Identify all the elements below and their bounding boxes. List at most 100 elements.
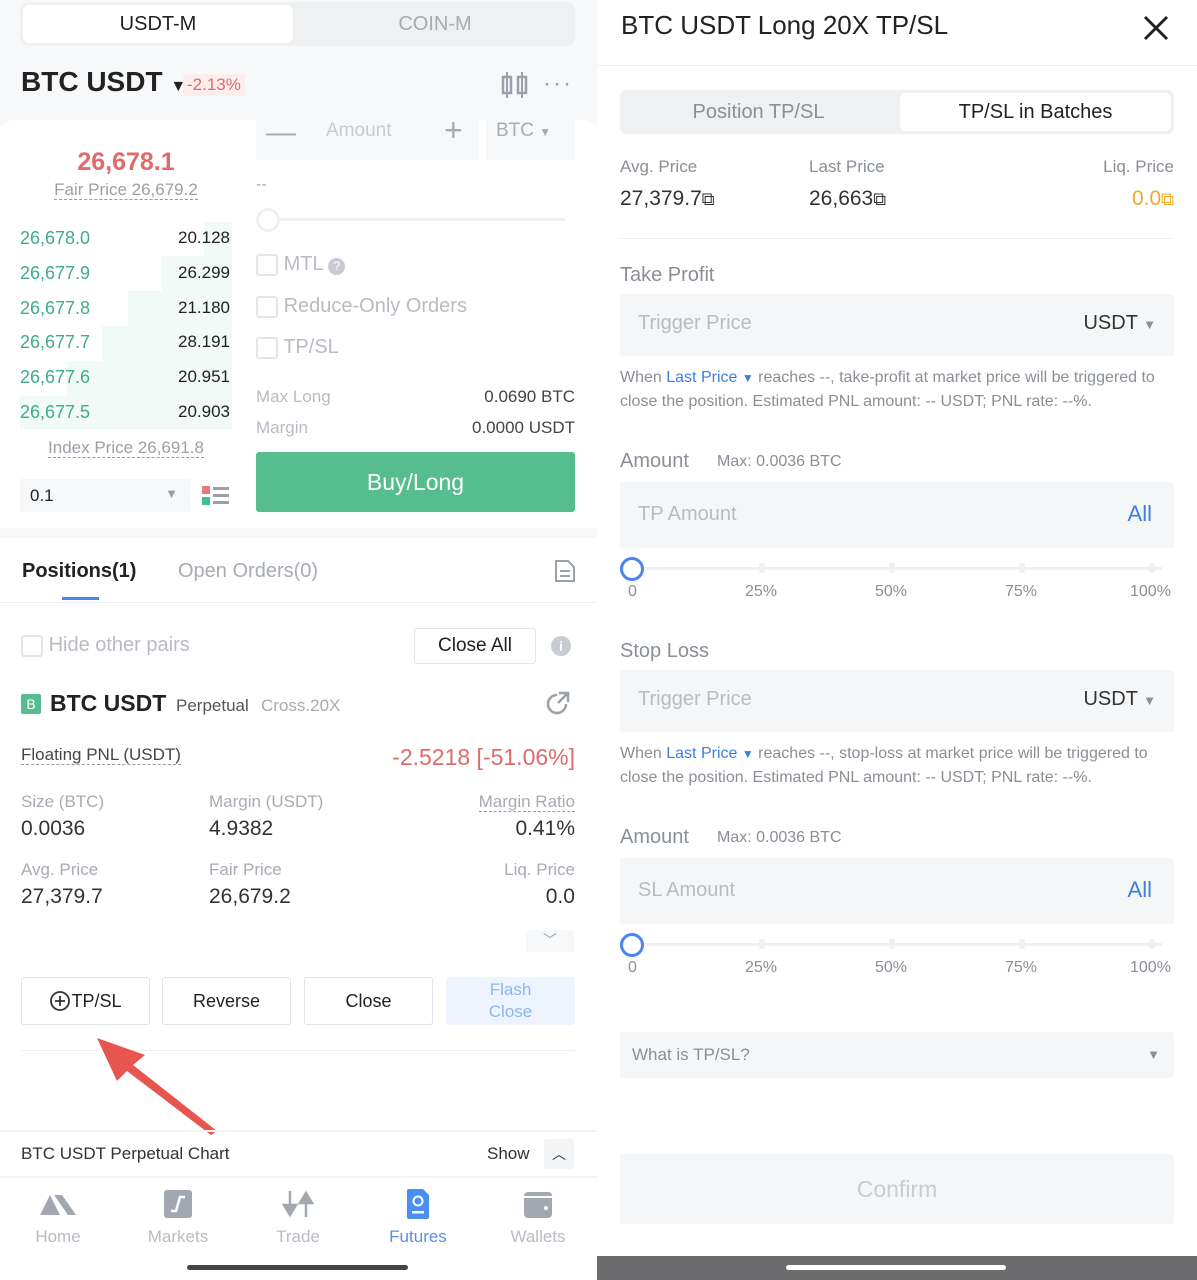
tp-amount-slider[interactable]: 0 25% 50% 75% 100% bbox=[620, 557, 1171, 600]
sl-amount-slider[interactable]: 0 25% 50% 75% 100% bbox=[620, 933, 1171, 976]
market-switch: USDT-M COIN-M bbox=[20, 2, 575, 46]
cost-value: -- bbox=[256, 176, 267, 193]
chevron-down-icon: ▼ bbox=[170, 78, 187, 95]
pnl-label: Floating PNL (USDT) bbox=[21, 745, 181, 765]
reduce-only-checkbox[interactable]: Reduce-Only Orders bbox=[256, 295, 467, 318]
chevron-down-icon: ▼ bbox=[741, 747, 754, 761]
bid-price: 26,677.8 bbox=[20, 297, 91, 318]
markets-icon bbox=[128, 1186, 228, 1222]
share-icon[interactable] bbox=[545, 690, 571, 716]
close-all-button[interactable]: Close All bbox=[414, 628, 536, 664]
pair-selector[interactable]: BTC USDT ▼ bbox=[21, 66, 186, 98]
liq-price[interactable]: 0.0⧉ bbox=[1131, 187, 1174, 210]
slider-label: 25% bbox=[745, 959, 778, 976]
size-label: Size (BTC) bbox=[21, 792, 105, 811]
avg-price-value: 27,379.7 bbox=[21, 885, 103, 908]
bid-row[interactable]: 26,677.8 21.180 bbox=[20, 298, 230, 319]
tab-indicator bbox=[62, 597, 99, 600]
sl-unit-select[interactable]: USDT ▼ bbox=[1083, 688, 1156, 710]
hide-other-pairs-checkbox[interactable]: Hide other pairs bbox=[21, 634, 190, 657]
price-type-select[interactable]: Last Price ▼ bbox=[666, 369, 754, 386]
leverage-slider[interactable] bbox=[256, 208, 566, 232]
annotation-arrow bbox=[97, 1038, 217, 1135]
avg-price-label: Avg. Price bbox=[21, 860, 99, 879]
reverse-button[interactable]: Reverse bbox=[162, 977, 291, 1025]
tab-tpsl-in-batches[interactable]: TP/SL in Batches bbox=[900, 93, 1171, 131]
bid-amount: 20.951 bbox=[178, 367, 230, 387]
tpsl-panel: BTC USDT Long 20X TP/SL Position TP/SL T… bbox=[597, 0, 1197, 1280]
nav-wallets[interactable]: Wallets bbox=[488, 1186, 588, 1252]
document-icon[interactable] bbox=[554, 559, 576, 583]
tab-coin-m[interactable]: COIN-M bbox=[398, 12, 472, 35]
more-icon[interactable]: ··· bbox=[543, 70, 573, 97]
info-icon[interactable]: i bbox=[551, 636, 571, 656]
wallet-icon bbox=[488, 1186, 588, 1222]
show-chart-button[interactable]: Show bbox=[487, 1144, 530, 1163]
bid-row[interactable]: 26,677.6 20.951 bbox=[20, 367, 230, 388]
tab-positions[interactable]: Positions(1) bbox=[22, 560, 137, 582]
price-type-select[interactable]: Last Price ▼ bbox=[666, 745, 754, 762]
what-is-tpsl-expander[interactable]: What is TP/SL? ▼ bbox=[620, 1032, 1174, 1078]
sl-all-button[interactable]: All bbox=[1127, 877, 1152, 902]
bid-row[interactable]: 26,677.9 26.299 bbox=[20, 263, 230, 284]
tp-all-button[interactable]: All bbox=[1127, 501, 1152, 526]
chevron-down-icon: ▼ bbox=[1143, 693, 1156, 708]
tpsl-button[interactable]: TP/SL bbox=[21, 977, 150, 1025]
bid-row[interactable]: 26,678.0 20.128 bbox=[20, 228, 230, 249]
sl-amount-label: Amount bbox=[620, 826, 689, 848]
slider-label: 50% bbox=[875, 959, 908, 976]
margin-usdt-label: Margin (USDT) bbox=[209, 792, 324, 811]
bid-amount: 21.180 bbox=[178, 297, 230, 317]
amount-input[interactable]: — Amount + bbox=[256, 110, 479, 160]
sl-amount-input[interactable]: SL Amount All bbox=[620, 858, 1174, 924]
help-icon[interactable]: ? bbox=[328, 258, 346, 275]
margin-ratio-label: Margin Ratio bbox=[478, 792, 575, 812]
precision-select[interactable]: 0.1 ▼ bbox=[20, 479, 190, 512]
tp-unit-select[interactable]: USDT ▼ bbox=[1083, 312, 1156, 334]
sl-max-amount: Max: 0.0036 BTC bbox=[717, 829, 842, 846]
nav-label: Trade bbox=[276, 1227, 320, 1246]
candlestick-icon[interactable] bbox=[500, 72, 530, 98]
bid-amount: 28.191 bbox=[178, 332, 230, 352]
plus-icon[interactable]: + bbox=[444, 112, 463, 148]
buy-long-button[interactable]: Buy/Long bbox=[256, 452, 575, 512]
home-icon bbox=[8, 1186, 108, 1222]
nav-label: Home bbox=[35, 1227, 81, 1246]
bid-row[interactable]: 26,677.7 28.191 bbox=[20, 332, 230, 353]
slider-label: 0 bbox=[628, 583, 637, 600]
nav-home[interactable]: Home bbox=[8, 1186, 108, 1252]
copy-icon: ⧉ bbox=[701, 189, 715, 209]
pair-name: BTC USDT bbox=[21, 66, 163, 97]
chevron-up-icon[interactable]: ︿ bbox=[544, 1139, 574, 1169]
fair-price-label: Fair Price bbox=[209, 860, 282, 879]
bid-row[interactable]: 26,677.5 20.903 bbox=[20, 402, 230, 423]
expand-chevron-icon[interactable]: ﹀ bbox=[526, 930, 574, 952]
confirm-button[interactable]: Confirm bbox=[620, 1154, 1174, 1224]
minus-icon[interactable]: — bbox=[266, 116, 296, 149]
tab-usdt-m[interactable]: USDT-M bbox=[23, 5, 293, 43]
change-badge: -2.13% bbox=[183, 74, 245, 96]
avg-price[interactable]: 27,379.7⧉ bbox=[620, 187, 715, 210]
slider-handle[interactable] bbox=[620, 933, 644, 957]
nav-markets[interactable]: Markets bbox=[128, 1186, 228, 1252]
unit-value: BTC bbox=[496, 120, 534, 141]
sl-trigger-price-input[interactable]: Trigger Price USDT ▼ bbox=[620, 670, 1174, 732]
orderbook-layout-icon[interactable] bbox=[202, 486, 230, 506]
tp-amount-input[interactable]: TP Amount All bbox=[620, 482, 1174, 548]
nav-trade[interactable]: Trade bbox=[248, 1186, 348, 1252]
slider-handle[interactable] bbox=[620, 557, 644, 581]
flash-close-button[interactable]: Flash Close bbox=[446, 977, 575, 1025]
nav-futures[interactable]: Futures bbox=[368, 1186, 468, 1252]
trigger-placeholder: Trigger Price bbox=[638, 688, 752, 710]
tp-trigger-price-input[interactable]: Trigger Price USDT ▼ bbox=[620, 294, 1174, 356]
tab-position-tpsl[interactable]: Position TP/SL bbox=[692, 100, 825, 123]
close-button[interactable]: Close bbox=[304, 977, 433, 1025]
bid-amount: 26.299 bbox=[178, 262, 230, 282]
nav-label: Markets bbox=[147, 1227, 209, 1246]
tab-open-orders[interactable]: Open Orders(0) bbox=[178, 560, 319, 582]
unit-select[interactable]: BTC ▼ bbox=[486, 110, 575, 160]
mtl-checkbox[interactable]: MTL ? bbox=[256, 253, 346, 276]
close-icon[interactable] bbox=[1143, 15, 1169, 41]
tpsl-checkbox[interactable]: TP/SL bbox=[256, 336, 339, 359]
last-price[interactable]: 26,663⧉ bbox=[809, 187, 887, 210]
